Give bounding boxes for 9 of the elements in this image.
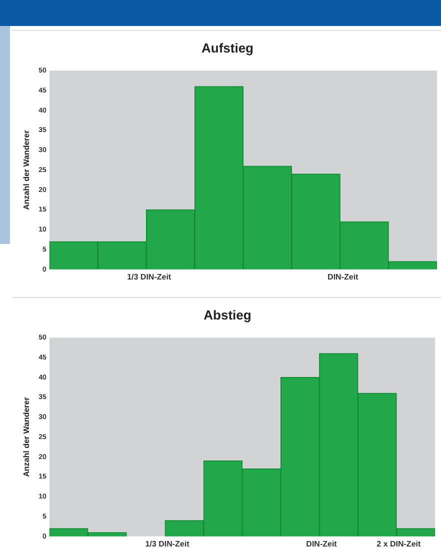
y-axis-title: Anzahl der Wanderer — [22, 130, 32, 210]
chart-title: Aufstieg — [202, 40, 254, 56]
x-tick-label: 1/3 DIN-Zeit — [127, 272, 172, 282]
x-tick-label: 2 x DIN-Zeit — [376, 539, 421, 548]
x-tick-label: 1/3 DIN-Zeit — [145, 539, 190, 548]
y-axis-title: Anzahl der Wanderer — [22, 397, 32, 477]
x-tick-label: DIN-Zeit — [306, 539, 338, 548]
chart-title: Abstieg — [204, 307, 252, 322]
x-tick-label: DIN-Zeit — [328, 272, 359, 282]
